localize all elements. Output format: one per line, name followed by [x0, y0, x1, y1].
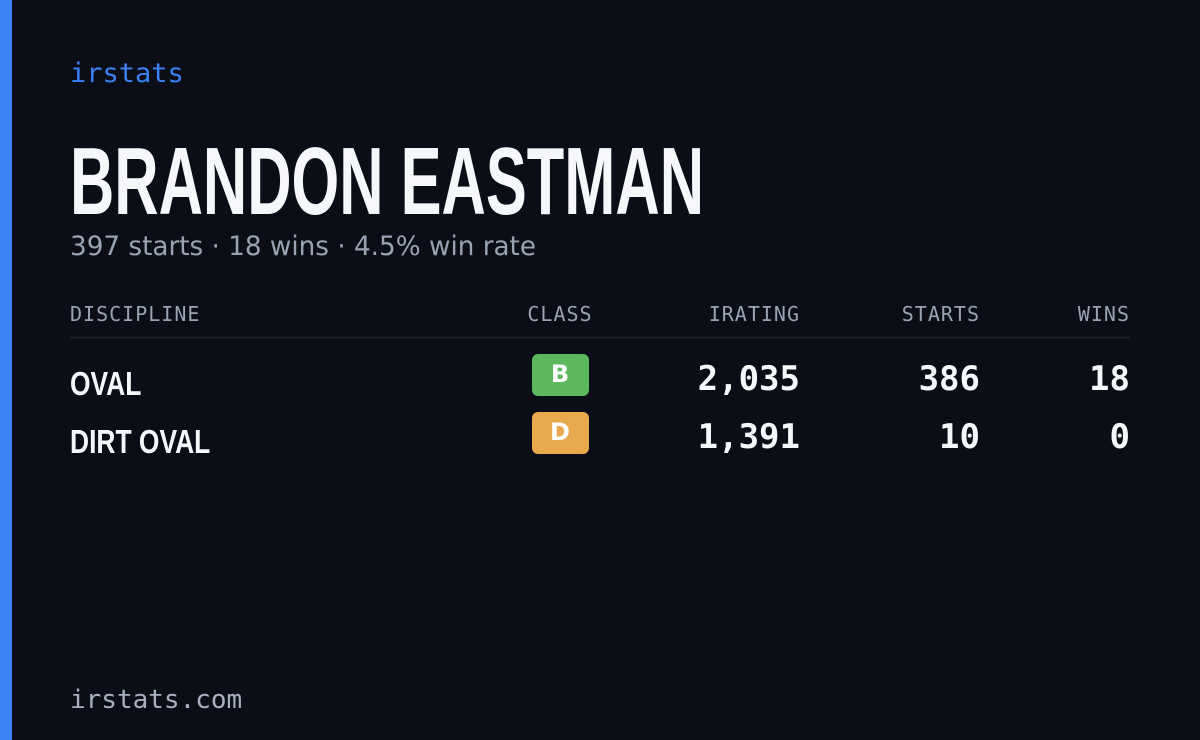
discipline: OVAL — [70, 365, 141, 402]
driver-summary: 397 starts · 18 wins · 4.5% win rate — [70, 231, 536, 262]
stat-value: 386 — [919, 359, 980, 399]
class-letter: D — [550, 418, 570, 446]
class-letter: B — [551, 360, 569, 388]
footer: irstats.com — [70, 685, 242, 715]
column-header: CLASS — [527, 302, 592, 326]
stat-value: 2,035 — [698, 359, 800, 399]
brand: irstats — [70, 58, 184, 89]
accent-bar — [0, 0, 12, 740]
stat-value: 1,391 — [698, 417, 800, 457]
stat-value: 10 — [939, 417, 980, 457]
stat-value: 0 — [1110, 417, 1130, 457]
column-header: DISCIPLINE — [70, 302, 200, 326]
class-badge — [532, 412, 589, 454]
stat-value: 18 — [1089, 359, 1130, 399]
discipline: DIRT OVAL — [70, 423, 210, 460]
class-badge — [532, 354, 589, 396]
column-header: IRATING — [709, 302, 800, 326]
column-header: WINS — [1078, 302, 1130, 326]
column-header: STARTS — [902, 302, 980, 326]
driver-name: BRANDON EASTMAN — [70, 128, 704, 235]
